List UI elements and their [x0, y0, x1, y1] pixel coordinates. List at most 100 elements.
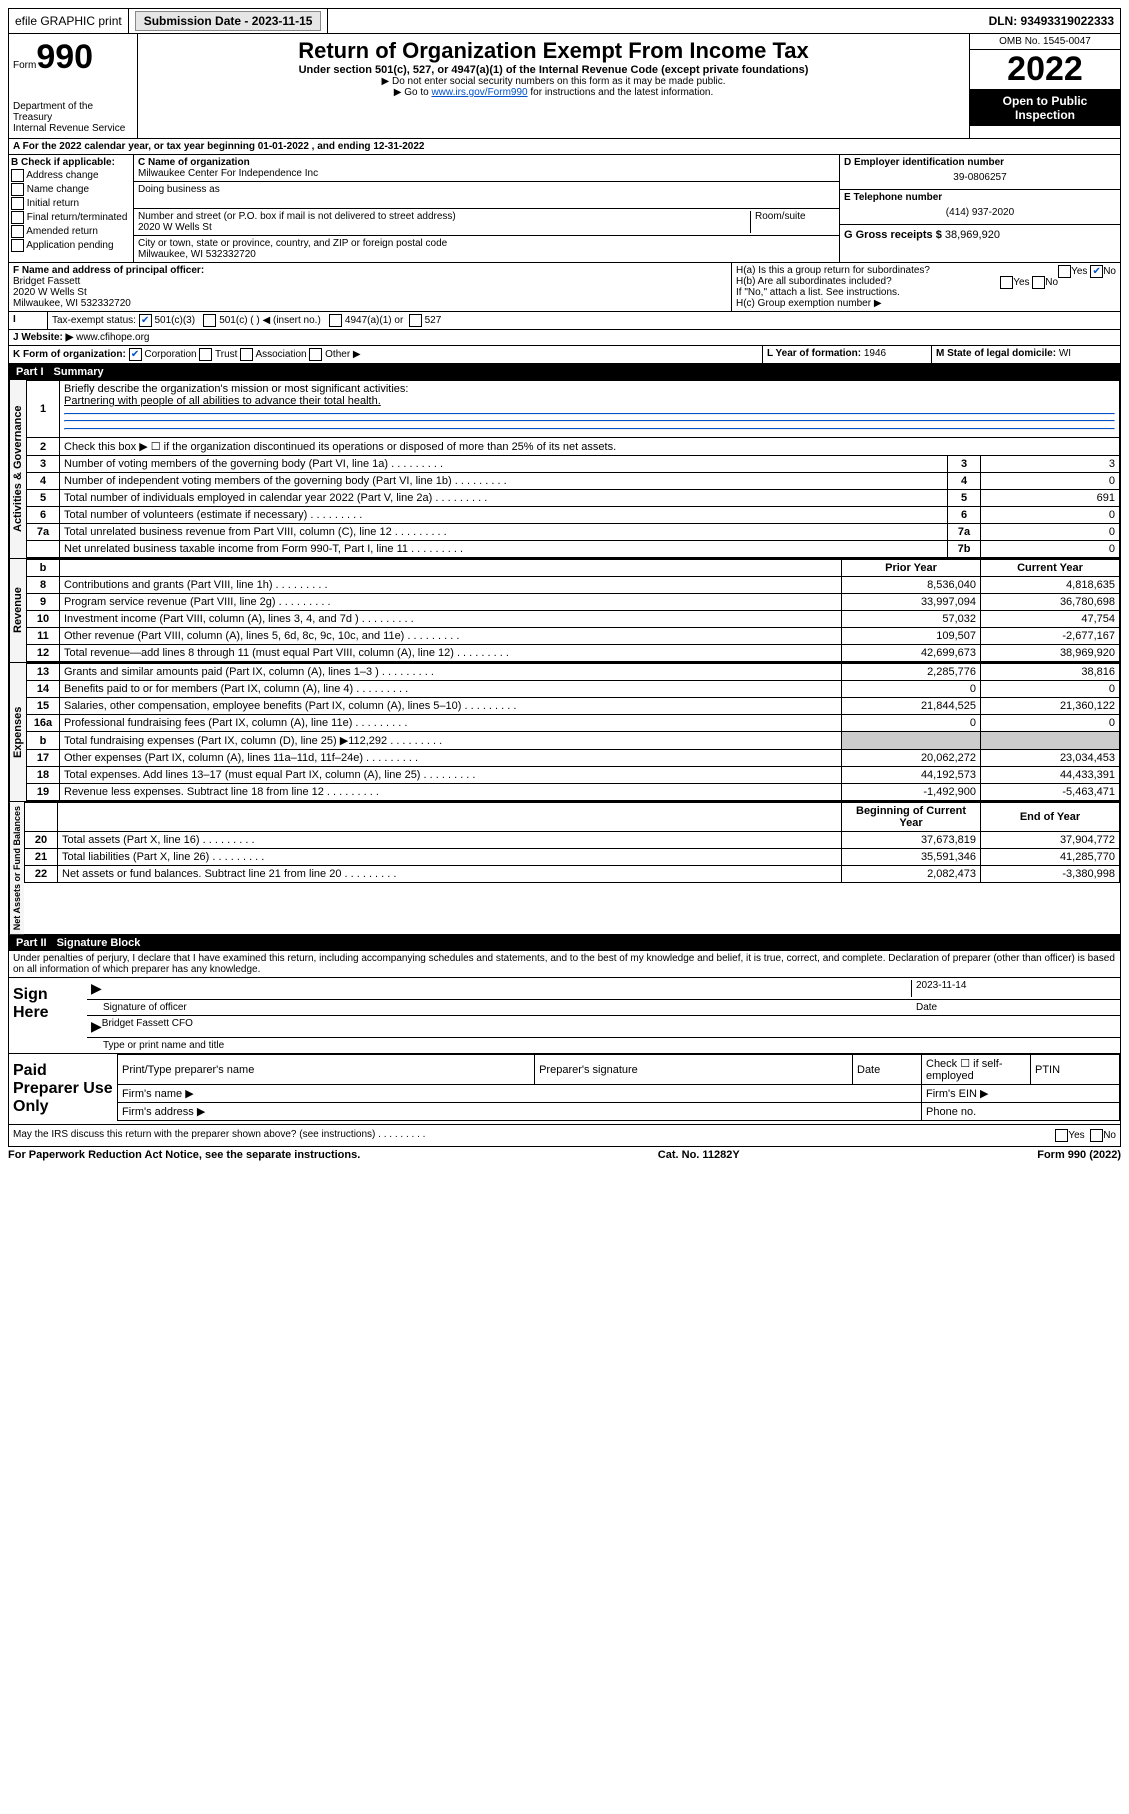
cb-4947[interactable]: [329, 314, 342, 327]
firm-ein-lbl: Firm's EIN ▶: [922, 1085, 1120, 1103]
cb-hb-yes[interactable]: [1000, 276, 1013, 289]
l-trust: Trust: [215, 349, 237, 360]
cb-discuss-no[interactable]: [1090, 1129, 1103, 1142]
discuss-yes: Yes: [1068, 1130, 1084, 1141]
sig-officer-lbl: Signature of officer: [91, 1002, 916, 1013]
l-527: 527: [425, 315, 442, 326]
cb-hb-no[interactable]: [1032, 276, 1045, 289]
cb-501c3[interactable]: [139, 314, 152, 327]
rev-table: bPrior YearCurrent Year 8Contributions a…: [26, 559, 1120, 662]
goto-pre: ▶ Go to: [394, 87, 432, 98]
tel-val: (414) 937-2020: [844, 203, 1116, 222]
efile-label: efile GRAPHIC print: [9, 9, 129, 33]
f-lbl: F Name and address of principal officer:: [13, 265, 204, 276]
l-corp: Corporation: [144, 349, 196, 360]
cb-pending[interactable]: [11, 239, 24, 252]
block-klm: K Form of organization: Corporation Trus…: [8, 346, 1121, 364]
l2: Check this box ▶ ☐ if the organization d…: [60, 438, 1120, 456]
part2-header: Part II Signature Block: [8, 935, 1121, 951]
page-footer: For Paperwork Reduction Act Notice, see …: [8, 1147, 1121, 1163]
ptin-lbl: PTIN: [1031, 1055, 1120, 1085]
gov-table: 1Briefly describe the organization's mis…: [26, 380, 1120, 558]
cb-discuss-yes[interactable]: [1055, 1129, 1068, 1142]
part2-num: Part II: [16, 937, 57, 949]
cb-other[interactable]: [309, 348, 322, 361]
l-501c3: 501(c)(3): [154, 315, 195, 326]
cb-final[interactable]: [11, 211, 24, 224]
c-name-lbl: C Name of organization: [138, 157, 250, 168]
firm-name-lbl: Firm's name ▶: [118, 1085, 922, 1103]
l-4947: 4947(a)(1) or: [345, 315, 403, 326]
i-lbl: Tax-exempt status:: [52, 315, 136, 326]
ha-lbl: H(a) Is this a group return for subordin…: [736, 265, 930, 276]
part1-header: Part I Summary: [8, 364, 1121, 380]
g-gross-lbl: G Gross receipts $: [844, 229, 942, 241]
cb-corp[interactable]: [129, 348, 142, 361]
cb-name-change[interactable]: [11, 183, 24, 196]
sign-section: Sign Here ▶2023-11-14 Signature of offic…: [8, 978, 1121, 1054]
lbl-amend: Amended return: [26, 226, 98, 237]
cb-initial[interactable]: [11, 197, 24, 210]
hc-lbl: H(c) Group exemption number ▶: [736, 298, 1116, 309]
gross-val: 38,969,920: [945, 229, 1000, 241]
ein-val: 39-0806257: [844, 168, 1116, 187]
exp-table: 13Grants and similar amounts paid (Part …: [26, 663, 1120, 801]
l1-lbl: Briefly describe the organization's miss…: [64, 383, 408, 395]
part2-title: Signature Block: [57, 937, 141, 949]
irs-link[interactable]: www.irs.gov/Form990: [431, 87, 527, 98]
discuss-no: No: [1103, 1130, 1116, 1141]
cb-527[interactable]: [409, 314, 422, 327]
dept-treasury: Department of the Treasury: [13, 101, 133, 123]
block-b-hdr: B Check if applicable:: [11, 157, 131, 168]
block-i: I Tax-exempt status: 501(c)(3) 501(c) ( …: [8, 312, 1121, 330]
form-header: Form990 Department of the Treasury Inter…: [8, 34, 1121, 139]
ha-yes: Yes: [1071, 266, 1087, 277]
prep-check-lbl: Check ☐ if self-employed: [922, 1055, 1031, 1085]
paid-preparer-section: Paid Preparer Use Only Print/Type prepar…: [8, 1054, 1121, 1125]
website-val: www.cfihope.org: [76, 332, 149, 343]
l-val: 1946: [864, 348, 886, 359]
form-word: Form: [13, 60, 36, 71]
block-b: B Check if applicable: Address change Na…: [9, 155, 134, 262]
sig-date-lbl: Date: [916, 1002, 1116, 1013]
dln: DLN: 93493319022333: [983, 9, 1120, 33]
e-tel-lbl: E Telephone number: [844, 192, 942, 203]
paid-preparer: Paid Preparer Use Only: [9, 1054, 117, 1124]
side-expenses: Expenses: [9, 663, 26, 801]
prep-name-lbl: Print/Type preparer's name: [118, 1055, 535, 1085]
note-ssn: ▶ Do not enter social security numbers o…: [142, 76, 965, 87]
officer-addr1: 2020 W Wells St: [13, 287, 87, 298]
end-year-hdr: End of Year: [981, 803, 1120, 832]
arrow-icon: ▶: [91, 980, 102, 997]
phone-lbl: Phone no.: [922, 1103, 1120, 1121]
pra-notice: For Paperwork Reduction Act Notice, see …: [8, 1149, 360, 1161]
l-other: Other ▶: [325, 349, 360, 360]
cb-501c[interactable]: [203, 314, 216, 327]
cb-ha-no[interactable]: [1090, 265, 1103, 278]
cb-ha-yes[interactable]: [1058, 265, 1071, 278]
arrow-icon: ▶: [91, 1018, 102, 1035]
org-name: Milwaukee Center For Independence Inc: [138, 168, 318, 179]
m-val: WI: [1059, 348, 1071, 359]
m-lbl: M State of legal domicile:: [936, 348, 1056, 359]
cb-assoc[interactable]: [240, 348, 253, 361]
note-goto: ▶ Go to www.irs.gov/Form990 for instruct…: [142, 87, 965, 98]
net-table: Beginning of Current YearEnd of Year 20T…: [24, 802, 1120, 883]
side-revenue: Revenue: [9, 559, 26, 662]
cb-address-change[interactable]: [11, 169, 24, 182]
cb-trust[interactable]: [199, 348, 212, 361]
lbl-init: Initial return: [27, 198, 79, 209]
hb-yes: Yes: [1013, 277, 1029, 288]
open-public: Open to Public Inspection: [970, 90, 1120, 126]
cb-amended[interactable]: [11, 225, 24, 238]
hb-no: No: [1045, 277, 1058, 288]
perjury-decl: Under penalties of perjury, I declare th…: [8, 951, 1121, 978]
blocks-fh: F Name and address of principal officer:…: [8, 263, 1121, 312]
sig-date-val: 2023-11-14: [911, 980, 1116, 997]
hb-lbl: H(b) Are all subordinates included?: [736, 276, 892, 287]
discuss-lbl: May the IRS discuss this return with the…: [13, 1129, 425, 1142]
l-lbl: L Year of formation:: [767, 348, 861, 359]
submission-date-button[interactable]: Submission Date - 2023-11-15: [135, 11, 322, 31]
lbl-addr: Address change: [26, 170, 98, 181]
form-ref: Form 990 (2022): [1037, 1149, 1121, 1161]
